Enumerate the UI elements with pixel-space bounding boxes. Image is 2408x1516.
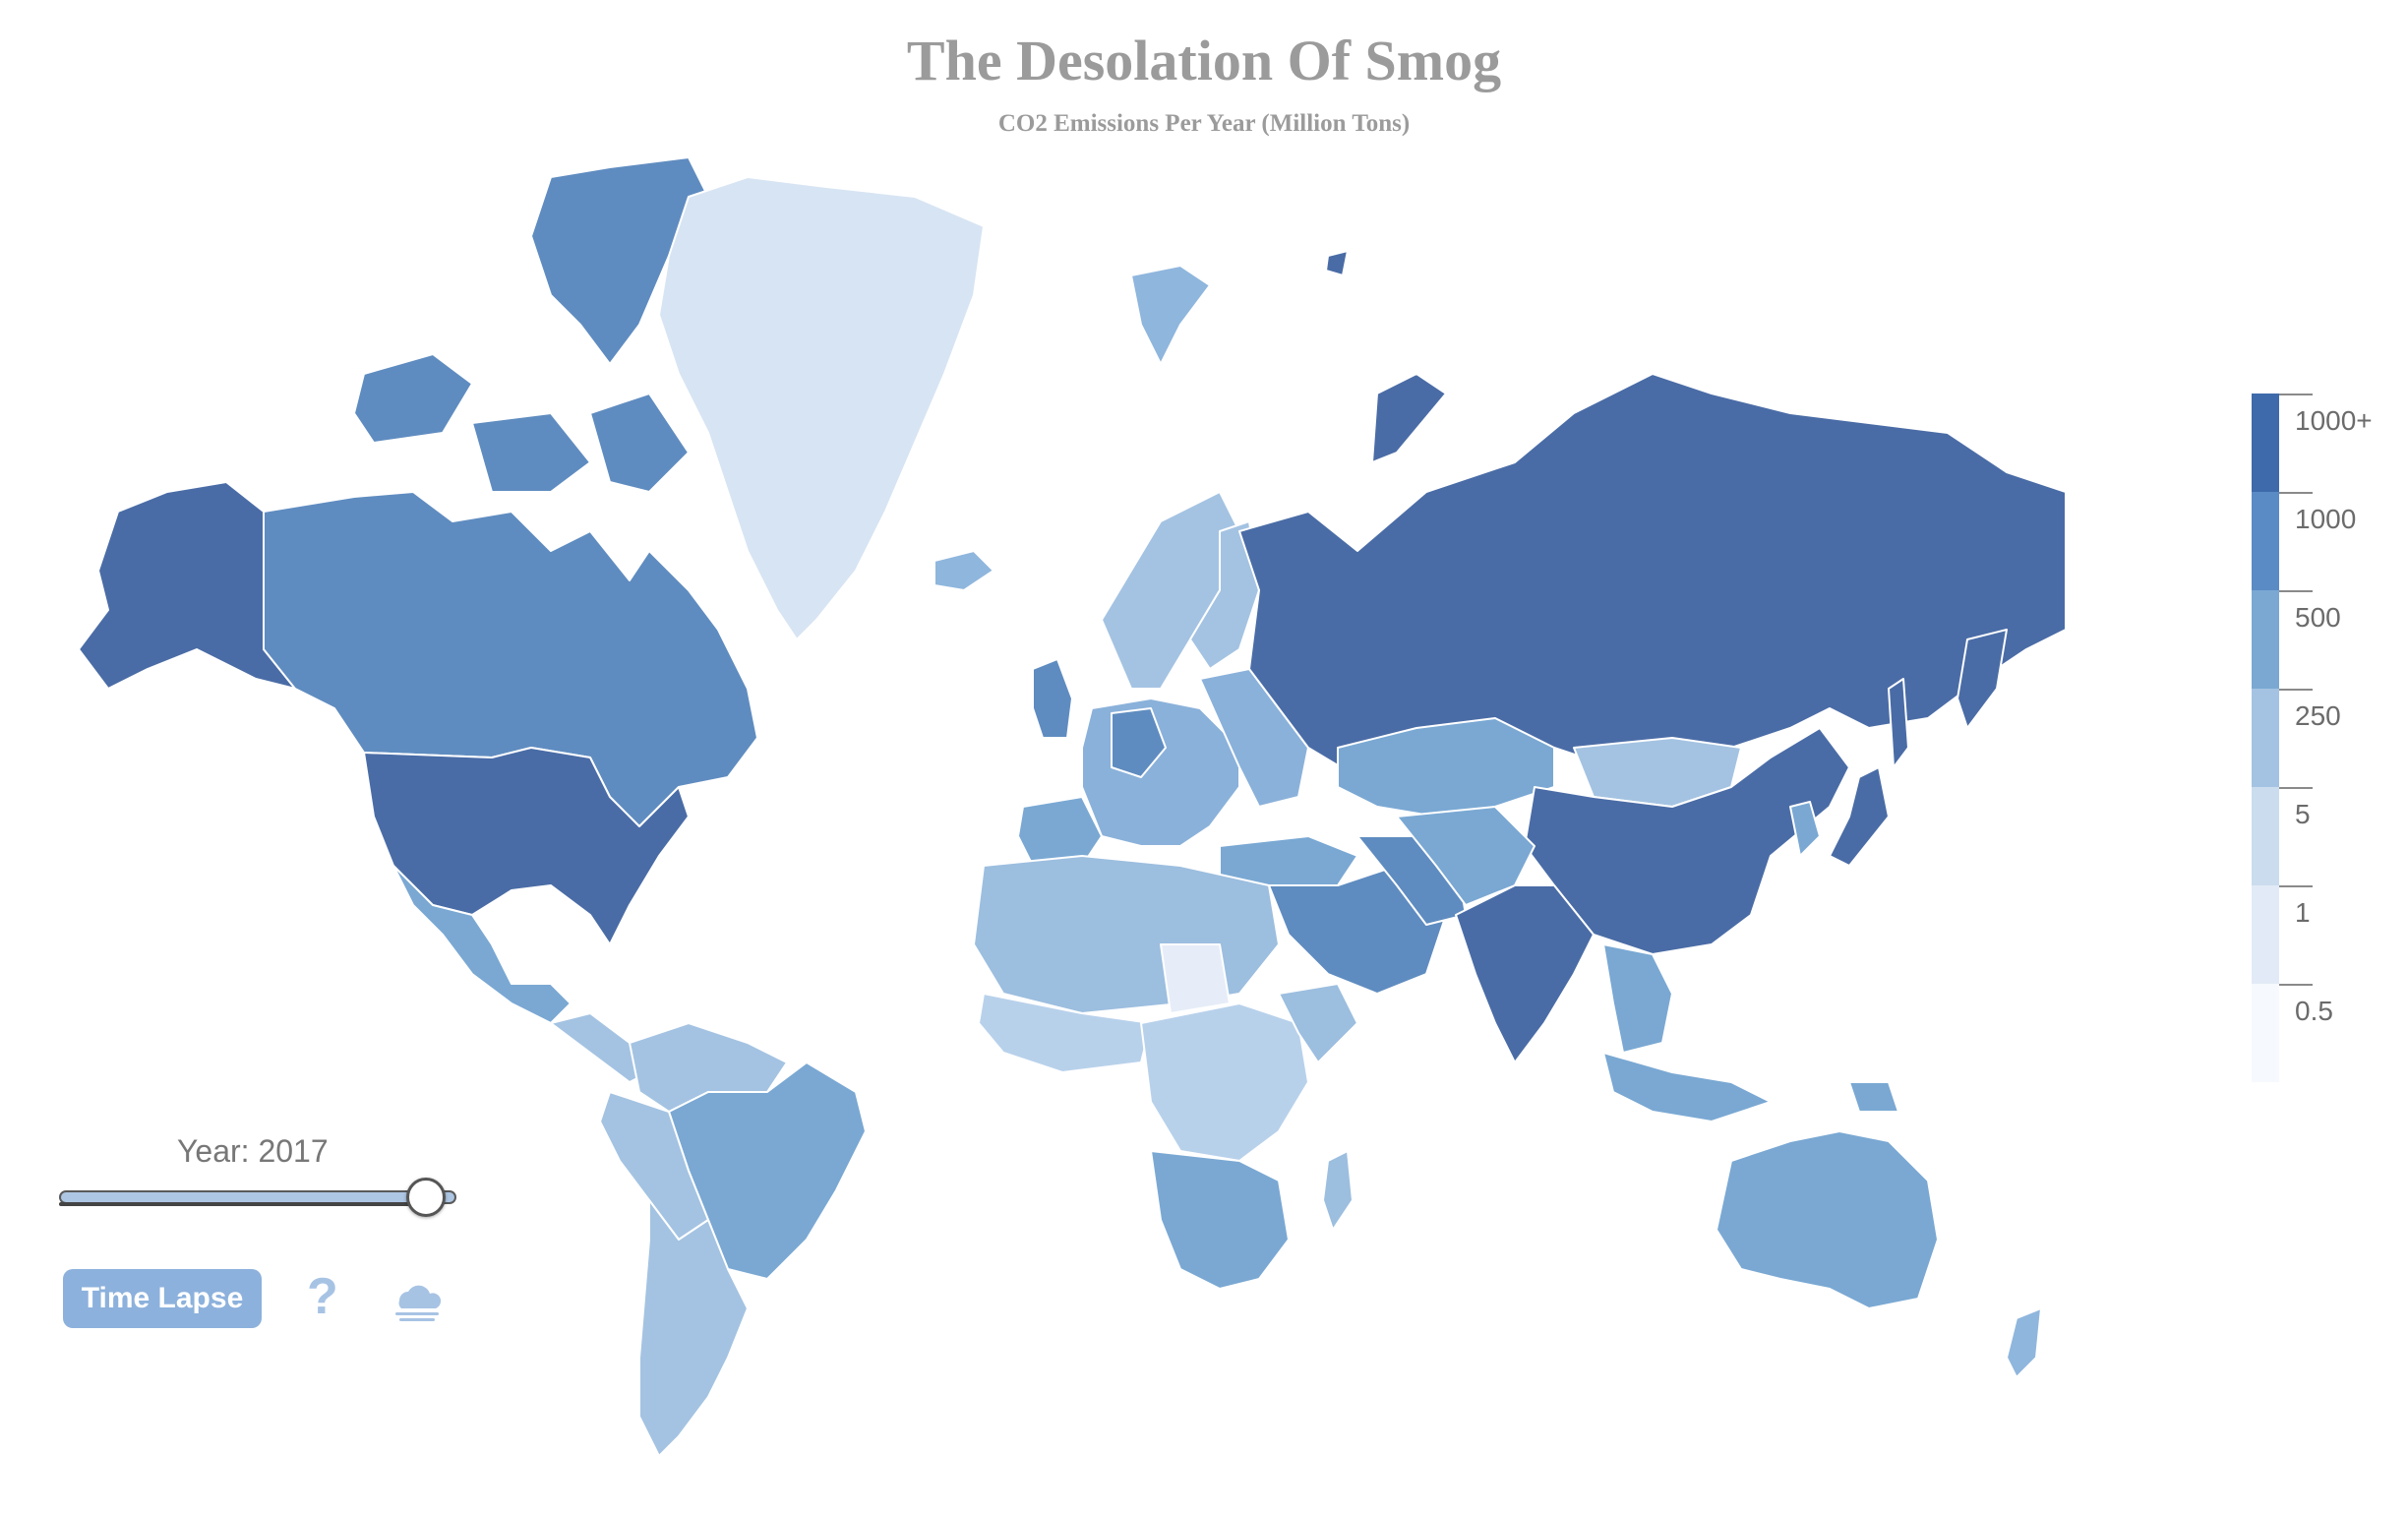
country-russia[interactable] [1238, 373, 2067, 778]
legend-tick [2279, 590, 2313, 592]
country-kazakhstan[interactable] [1337, 717, 1555, 818]
legend-swatch [2252, 394, 2279, 492]
legend-item: 0.5 [2252, 984, 2370, 1082]
legend-item: 5 [2252, 787, 2370, 885]
country-russia-novaya-zemlya[interactable] [1371, 373, 1447, 463]
question-mark-icon[interactable]: ? [307, 1268, 338, 1325]
legend-swatch [2252, 984, 2279, 1082]
country-argentina-chile[interactable] [638, 1199, 749, 1457]
country-uk[interactable] [1032, 658, 1073, 739]
legend-swatch [2252, 492, 2279, 590]
legend-tick [2279, 689, 2313, 691]
legend-tick [2279, 394, 2313, 395]
legend-swatch [2252, 885, 2279, 984]
legend-swatch [2252, 689, 2279, 787]
legend-label: 1000 [2295, 504, 2357, 534]
country-greenland[interactable] [658, 176, 985, 640]
legend-tick [2279, 492, 2313, 494]
country-sakhalin[interactable] [1888, 678, 1909, 768]
country-west-africa[interactable] [978, 993, 1152, 1073]
legend-label: 1000+ [2295, 405, 2373, 436]
legend-item: 1000 [2252, 492, 2370, 590]
country-franz-josef[interactable] [1325, 250, 1349, 276]
legend-label: 0.5 [2295, 996, 2333, 1026]
legend-tick [2279, 984, 2313, 986]
time-lapse-button[interactable]: Time Lapse [63, 1269, 262, 1328]
legend-item: 250 [2252, 689, 2370, 787]
legend-label: 1 [2295, 897, 2311, 928]
country-india[interactable] [1455, 884, 1595, 1063]
country-southern-africa[interactable] [1150, 1150, 1290, 1290]
legend-label: 500 [2295, 602, 2341, 633]
country-indonesia[interactable] [1602, 1052, 1772, 1122]
smog-cloud-icon[interactable] [390, 1275, 445, 1326]
legend-label: 250 [2295, 700, 2341, 731]
country-middle-east[interactable] [1268, 865, 1447, 995]
country-svalbard[interactable] [1130, 265, 1211, 365]
country-iceland[interactable] [933, 550, 994, 591]
year-slider-thumb[interactable] [406, 1178, 447, 1217]
legend-tick [2279, 885, 2313, 887]
country-alaska[interactable] [78, 481, 296, 690]
country-southeast-asia[interactable] [1602, 943, 1673, 1054]
country-europe-west[interactable] [1081, 697, 1240, 847]
legend-label: 5 [2295, 799, 2311, 829]
legend-item: 1000+ [2252, 394, 2373, 492]
year-slider-fill [59, 1202, 427, 1206]
color-legend: 1000+ 1000 500 250 5 1 0.5 [2252, 394, 2373, 1082]
country-japan[interactable] [1829, 766, 1890, 867]
country-new-zealand[interactable] [2006, 1307, 2042, 1378]
legend-item: 500 [2252, 590, 2370, 689]
legend-item: 1 [2252, 885, 2370, 984]
country-australia[interactable] [1716, 1130, 1939, 1309]
page-subtitle: CO2 Emissions Per Year (Million Tons) [997, 109, 1411, 137]
country-korea[interactable] [1789, 801, 1821, 857]
country-north-africa[interactable] [973, 855, 1280, 1014]
country-russia-kamchatka[interactable] [1956, 629, 2008, 729]
country-canada-arctic[interactable] [353, 156, 709, 493]
title-block: The Desolation Of Smog CO2 Emissions Per… [0, 30, 2408, 138]
country-horn-of-africa[interactable] [1278, 983, 1358, 1063]
country-sudan[interactable] [1160, 943, 1231, 1014]
country-mexico[interactable] [392, 865, 572, 1024]
legend-tick [2279, 787, 2313, 789]
country-turkey[interactable] [1219, 835, 1358, 886]
legend-swatch [2252, 787, 2279, 885]
country-papua[interactable] [1848, 1081, 1899, 1113]
page-title: The Desolation Of Smog [906, 29, 1502, 92]
country-central-africa[interactable] [1140, 1002, 1309, 1162]
country-madagascar[interactable] [1322, 1150, 1354, 1231]
legend-swatch [2252, 590, 2279, 689]
country-germany[interactable] [1111, 707, 1167, 778]
year-label: Year: 2017 [177, 1133, 329, 1169]
